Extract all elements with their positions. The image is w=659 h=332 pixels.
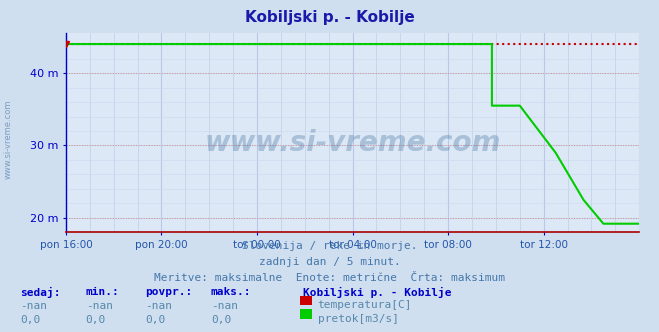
Text: www.si-vreme.com: www.si-vreme.com (204, 129, 501, 157)
Text: min.:: min.: (86, 287, 119, 297)
Text: pretok[m3/s]: pretok[m3/s] (318, 314, 399, 324)
Text: -nan: -nan (211, 301, 238, 311)
Text: 0,0: 0,0 (20, 315, 40, 325)
Text: temperatura[C]: temperatura[C] (318, 300, 412, 310)
Text: Slovenija / reke in morje.: Slovenija / reke in morje. (242, 241, 417, 251)
Text: povpr.:: povpr.: (145, 287, 192, 297)
Text: 0,0: 0,0 (211, 315, 231, 325)
Text: Kobiljski p. - Kobilje: Kobiljski p. - Kobilje (303, 287, 451, 298)
Text: www.si-vreme.com: www.si-vreme.com (4, 100, 13, 179)
Text: maks.:: maks.: (211, 287, 251, 297)
Text: -nan: -nan (145, 301, 172, 311)
Text: sedaj:: sedaj: (20, 287, 60, 298)
Text: 0,0: 0,0 (145, 315, 165, 325)
Text: -nan: -nan (20, 301, 47, 311)
Text: Kobiljski p. - Kobilje: Kobiljski p. - Kobilje (244, 10, 415, 25)
Text: -nan: -nan (86, 301, 113, 311)
Text: zadnji dan / 5 minut.: zadnji dan / 5 minut. (258, 257, 401, 267)
Text: 0,0: 0,0 (86, 315, 106, 325)
Text: Meritve: maksimalne  Enote: metrične  Črta: maksimum: Meritve: maksimalne Enote: metrične Črta… (154, 273, 505, 283)
